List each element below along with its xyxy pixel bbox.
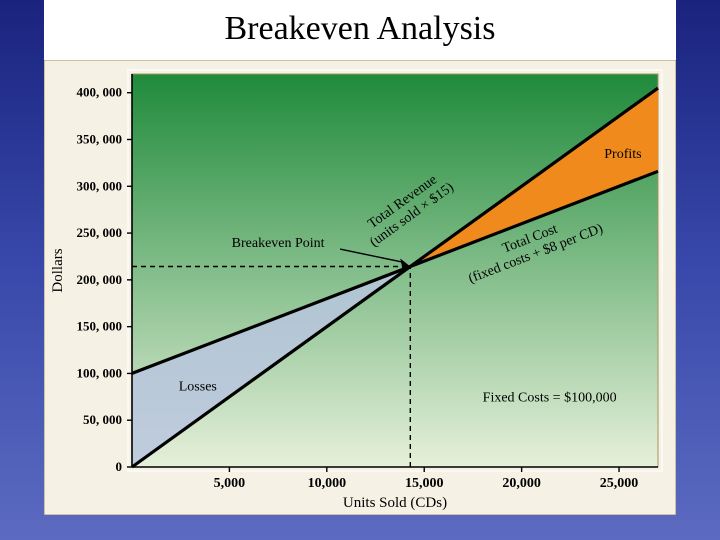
svg-text:350, 000: 350, 000 (77, 132, 123, 147)
svg-text:Profits: Profits (604, 147, 641, 162)
svg-text:150, 000: 150, 000 (77, 319, 123, 334)
svg-text:300, 000: 300, 000 (77, 178, 123, 193)
svg-text:0: 0 (116, 459, 123, 474)
svg-text:25,000: 25,000 (600, 476, 639, 491)
svg-text:20,000: 20,000 (502, 476, 541, 491)
breakeven-chart: 0 50, 000 100, 000 150, 000 200, 000 250, 000… (44, 60, 676, 515)
svg-text:400, 000: 400, 000 (77, 85, 123, 100)
svg-text:Losses: Losses (179, 379, 217, 394)
svg-text:15,000: 15,000 (405, 476, 444, 491)
svg-text:10,000: 10,000 (308, 476, 347, 491)
svg-text:Breakeven Point: Breakeven Point (232, 236, 325, 251)
slide-root: Breakeven Analysis 0 50, 000 100, 000 150, … (0, 0, 720, 540)
svg-text:Dollars: Dollars (50, 248, 66, 292)
svg-text:Units Sold (CDs): Units Sold (CDs) (343, 495, 447, 511)
svg-text:Fixed Costs = $100,000: Fixed Costs = $100,000 (483, 391, 617, 406)
svg-text:50, 000: 50, 000 (83, 412, 122, 427)
svg-text:100, 000: 100, 000 (77, 365, 123, 380)
svg-text:250, 000: 250, 000 (77, 225, 123, 240)
svg-text:5,000: 5,000 (214, 476, 246, 491)
svg-text:200, 000: 200, 000 (77, 272, 123, 287)
slide-title: Breakeven Analysis (44, 0, 676, 48)
title-band: Breakeven Analysis (44, 0, 676, 60)
